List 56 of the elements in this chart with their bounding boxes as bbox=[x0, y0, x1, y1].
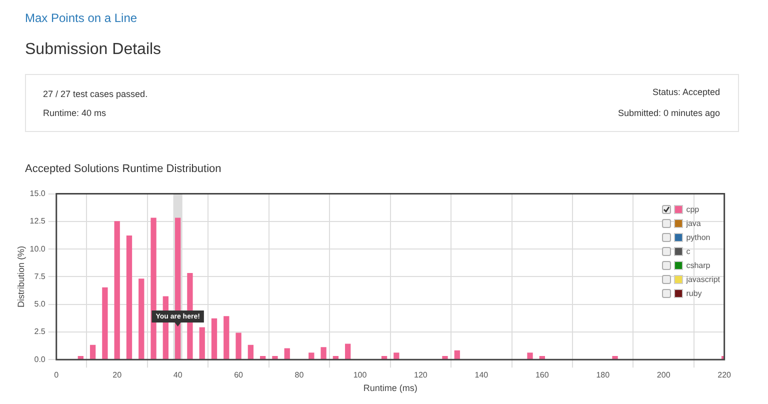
bar bbox=[90, 344, 96, 360]
x-tick-label: 20 bbox=[112, 370, 122, 380]
x-tick-label: 120 bbox=[414, 370, 428, 380]
legend-label: python bbox=[686, 232, 710, 242]
x-axis-title: Runtime (ms) bbox=[363, 383, 418, 394]
chart-title: Accepted Solutions Runtime Distribution bbox=[25, 163, 222, 175]
x-tick-label: 100 bbox=[353, 370, 368, 380]
legend-label: cpp bbox=[686, 204, 700, 214]
bar bbox=[272, 356, 278, 360]
y-tick-label: 2.5 bbox=[34, 327, 46, 336]
text: Status: Accepted bbox=[652, 87, 720, 97]
text: Runtime: 40 ms bbox=[43, 108, 106, 118]
y-tick-label: 0.0 bbox=[34, 354, 46, 364]
legend-label: ruby bbox=[686, 288, 702, 298]
bar bbox=[248, 344, 254, 360]
y-axis-title: Distribution (%) bbox=[16, 246, 26, 308]
x-tick-label: 0 bbox=[54, 370, 60, 380]
y-tick-label: 15.0 bbox=[30, 189, 46, 198]
x-tick-label: 140 bbox=[474, 370, 489, 380]
x-tick-label: 160 bbox=[535, 370, 550, 380]
bar bbox=[199, 327, 205, 360]
y-tick-label: 7.5 bbox=[34, 272, 46, 281]
bar bbox=[284, 348, 290, 360]
x-tick-label: 220 bbox=[718, 370, 732, 380]
x-tick-label: 60 bbox=[234, 370, 244, 380]
text: Submitted: 0 minutes ago bbox=[618, 108, 720, 118]
y-tick-label: 10.0 bbox=[30, 244, 46, 254]
legend-label: csharp bbox=[686, 260, 710, 270]
x-tick-label: 180 bbox=[596, 370, 610, 380]
bar bbox=[454, 350, 460, 360]
bar bbox=[150, 218, 156, 360]
bar bbox=[126, 235, 132, 360]
y-tick-label: 12.5 bbox=[30, 216, 46, 226]
bar bbox=[527, 352, 533, 360]
bar bbox=[114, 221, 120, 360]
bar bbox=[442, 356, 448, 360]
legend-label: javascript bbox=[686, 274, 720, 284]
x-tick-label: 40 bbox=[173, 370, 183, 380]
bar bbox=[236, 332, 242, 360]
x-tick-label: 80 bbox=[294, 370, 304, 380]
bar bbox=[345, 344, 351, 360]
x-tick-label: 200 bbox=[656, 370, 671, 380]
legend-label: java bbox=[686, 218, 701, 228]
legend-label: c bbox=[686, 246, 690, 256]
bar bbox=[320, 347, 326, 360]
text: 27 / 27 test cases passed. bbox=[43, 89, 148, 99]
text: Submission Details bbox=[25, 41, 162, 58]
bar bbox=[102, 287, 108, 360]
bar bbox=[211, 318, 218, 360]
bar bbox=[224, 316, 230, 360]
bar bbox=[394, 352, 400, 360]
bar bbox=[308, 352, 314, 360]
bar bbox=[612, 356, 618, 360]
text: Max Points on a Line bbox=[25, 11, 138, 25]
bar bbox=[138, 278, 144, 360]
y-tick-label: 5.0 bbox=[34, 300, 46, 309]
